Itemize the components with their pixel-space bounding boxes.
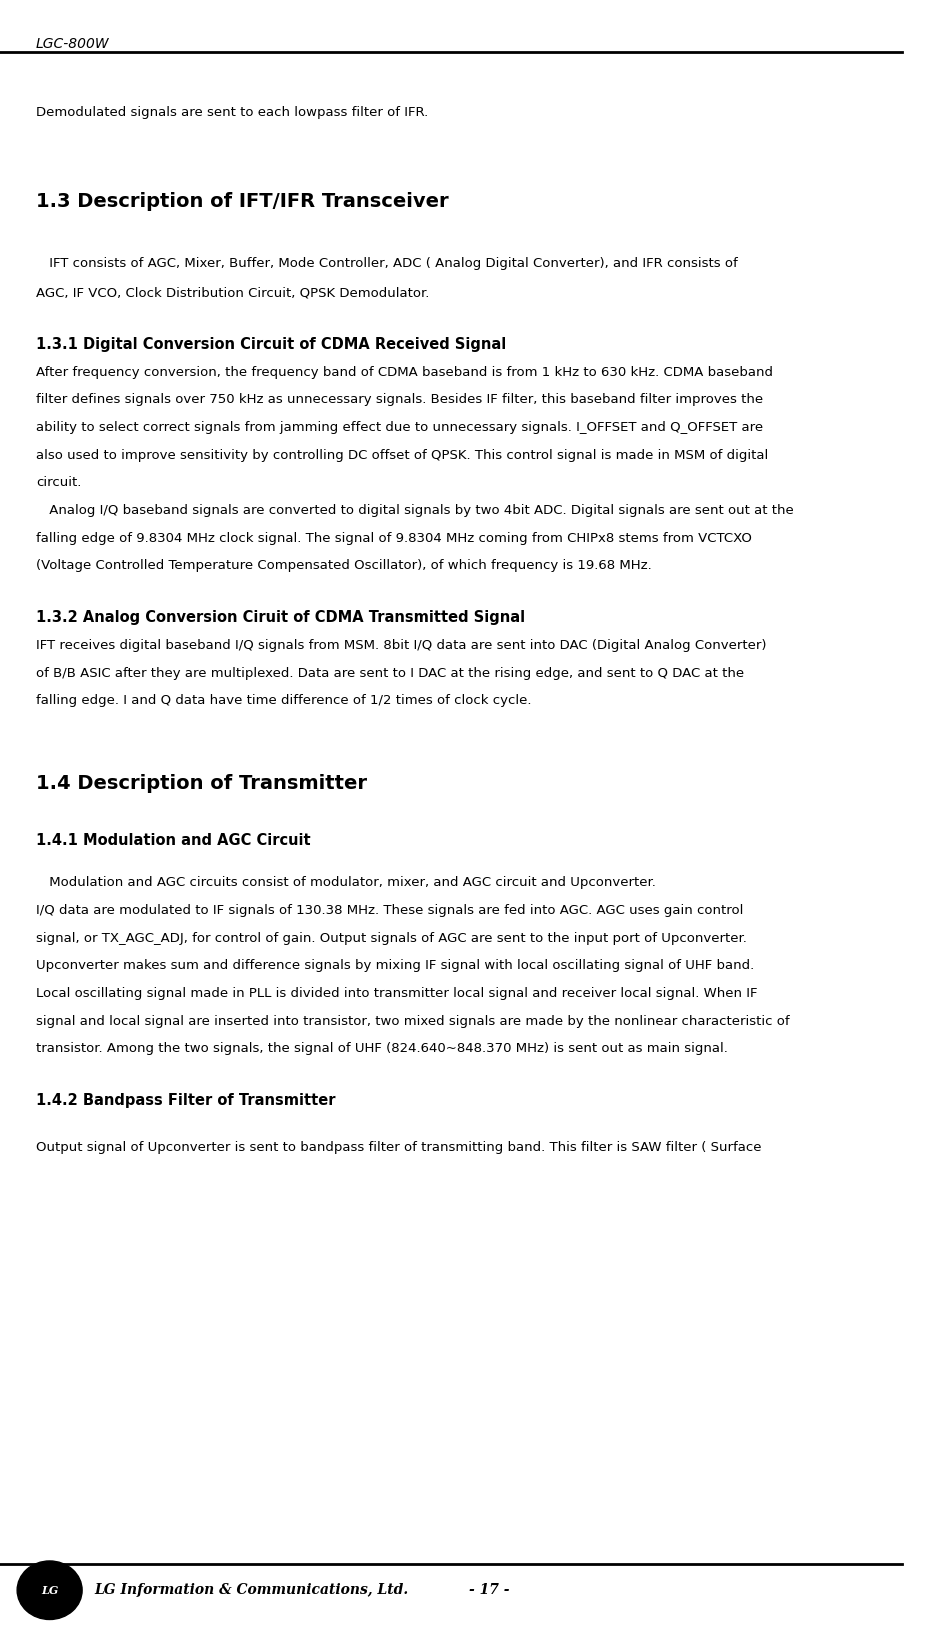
Text: IFT receives digital baseband I/Q signals from MSM. 8bit I/Q data are sent into : IFT receives digital baseband I/Q signal…: [36, 639, 767, 652]
Text: LGC-800W: LGC-800W: [36, 37, 109, 52]
Text: Analog I/Q baseband signals are converted to digital signals by two 4bit ADC. Di: Analog I/Q baseband signals are converte…: [45, 504, 794, 517]
Text: also used to improve sensitivity by controlling DC offset of QPSK. This control : also used to improve sensitivity by cont…: [36, 449, 768, 462]
Text: LG Information & Communications, Ltd.: LG Information & Communications, Ltd.: [95, 1584, 409, 1597]
Text: AGC, IF VCO, Clock Distribution Circuit, QPSK Demodulator.: AGC, IF VCO, Clock Distribution Circuit,…: [36, 286, 430, 299]
Text: Upconverter makes sum and difference signals by mixing IF signal with local osci: Upconverter makes sum and difference sig…: [36, 959, 754, 972]
Text: Output signal of Upconverter is sent to bandpass filter of transmitting band. Th: Output signal of Upconverter is sent to …: [36, 1141, 762, 1154]
Text: ability to select correct signals from jamming effect due to unnecessary signals: ability to select correct signals from j…: [36, 421, 764, 434]
Text: falling edge. I and Q data have time difference of 1/2 times of clock cycle.: falling edge. I and Q data have time dif…: [36, 694, 532, 707]
Text: 1.4.2 Bandpass Filter of Transmitter: 1.4.2 Bandpass Filter of Transmitter: [36, 1093, 336, 1107]
Text: signal, or TX_AGC_ADJ, for control of gain. Output signals of AGC are sent to th: signal, or TX_AGC_ADJ, for control of ga…: [36, 932, 747, 945]
Text: LG: LG: [41, 1585, 58, 1595]
Text: 1.3 Description of IFT/IFR Transceiver: 1.3 Description of IFT/IFR Transceiver: [36, 192, 449, 211]
Text: - 17 -: - 17 -: [469, 1584, 510, 1597]
Text: (Voltage Controlled Temperature Compensated Oscillator), of which frequency is 1: (Voltage Controlled Temperature Compensa…: [36, 559, 651, 572]
Text: 1.4.1 Modulation and AGC Circuit: 1.4.1 Modulation and AGC Circuit: [36, 833, 311, 847]
Ellipse shape: [17, 1561, 82, 1619]
Text: falling edge of 9.8304 MHz clock signal. The signal of 9.8304 MHz coming from CH: falling edge of 9.8304 MHz clock signal.…: [36, 532, 752, 545]
Text: of B/B ASIC after they are multiplexed. Data are sent to I DAC at the rising edg: of B/B ASIC after they are multiplexed. …: [36, 667, 745, 680]
Text: transistor. Among the two signals, the signal of UHF (824.640~848.370 MHz) is se: transistor. Among the two signals, the s…: [36, 1042, 728, 1055]
Text: Local oscillating signal made in PLL is divided into transmitter local signal an: Local oscillating signal made in PLL is …: [36, 987, 758, 1000]
Text: Demodulated signals are sent to each lowpass filter of IFR.: Demodulated signals are sent to each low…: [36, 106, 428, 119]
Text: Modulation and AGC circuits consist of modulator, mixer, and AGC circuit and Upc: Modulation and AGC circuits consist of m…: [45, 876, 656, 889]
Text: I/Q data are modulated to IF signals of 130.38 MHz. These signals are fed into A: I/Q data are modulated to IF signals of …: [36, 904, 744, 917]
Text: circuit.: circuit.: [36, 476, 82, 489]
Text: IFT consists of AGC, Mixer, Buffer, Mode Controller, ADC ( Analog Digital Conver: IFT consists of AGC, Mixer, Buffer, Mode…: [45, 257, 738, 270]
Text: signal and local signal are inserted into transistor, two mixed signals are made: signal and local signal are inserted int…: [36, 1015, 789, 1028]
Text: 1.3.2 Analog Conversion Ciruit of CDMA Transmitted Signal: 1.3.2 Analog Conversion Ciruit of CDMA T…: [36, 610, 525, 624]
Text: 1.3.1 Digital Conversion Circuit of CDMA Received Signal: 1.3.1 Digital Conversion Circuit of CDMA…: [36, 337, 506, 351]
Text: filter defines signals over 750 kHz as unnecessary signals. Besides IF filter, t: filter defines signals over 750 kHz as u…: [36, 393, 764, 406]
Text: After frequency conversion, the frequency band of CDMA baseband is from 1 kHz to: After frequency conversion, the frequenc…: [36, 366, 773, 379]
Text: 1.4 Description of Transmitter: 1.4 Description of Transmitter: [36, 774, 367, 793]
